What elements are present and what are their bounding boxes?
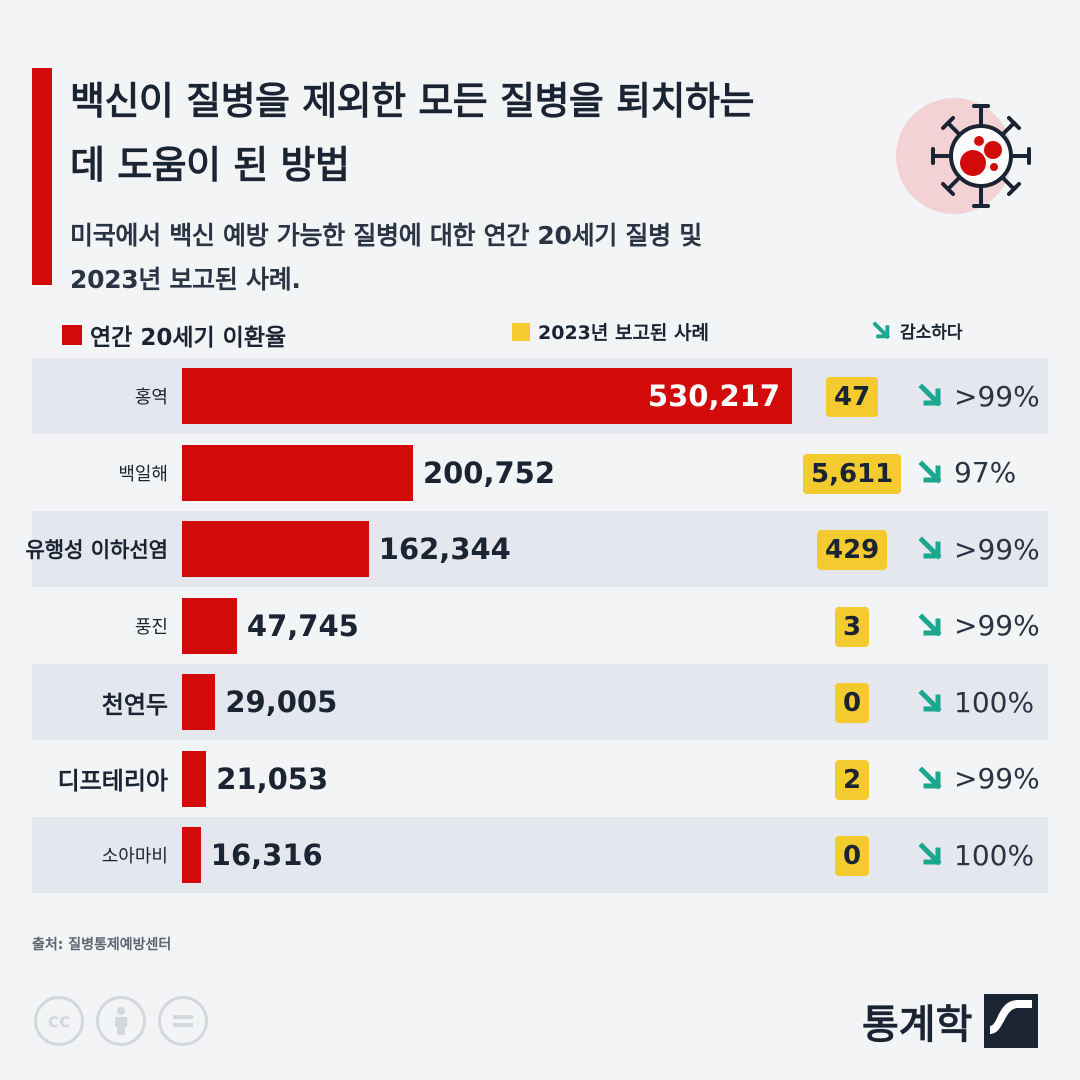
category-label: 소아마비 [101,846,168,867]
page-title-line-1: 백신이 질병을 제외한 모든 질병을 퇴치하는 [70,79,754,123]
decrease-value: >99% [954,609,1040,642]
legend-annual-label: 연간 20세기 이환율 [90,325,287,351]
virus-icon [896,96,1046,216]
legend-reported-swatch [512,322,530,341]
reported-cases-badge: 0 [835,836,870,876]
down-right-arrow-icon [918,689,942,713]
down-right-arrow-icon [918,459,942,484]
chart-row: 유행성 이하선염 162,344 429 >99% [25,511,1048,587]
down-right-arrow-icon [918,612,942,637]
decrease-indicator: >99% [918,741,1040,817]
annual-morbidity-bar [182,597,237,654]
decrease-indicator: 97% [918,435,1016,511]
category-label: 유행성 이하선염 [25,538,168,562]
annual-morbidity-value: 21,053 [216,761,329,796]
attribution-icon [96,996,146,1046]
chart-row: 천연두 29,005 0 100% [32,664,1048,740]
category-label: 백일해 [118,463,168,485]
category-label: 천연두 [101,690,168,719]
down-right-arrow-icon [872,320,891,339]
annual-morbidity-bar [182,750,207,807]
category-label: 풍진 [134,616,168,638]
legend-reported-label: 2023년 보고된 사례 [538,322,709,344]
decrease-indicator: >99% [918,358,1040,434]
annual-morbidity-bar [182,674,216,730]
cc-icon: cc [34,996,84,1046]
reported-cases-badge: 47 [826,377,879,417]
legend-decrease: 감소하다 [872,318,963,343]
source-note: 출처: 질병통제예방센터 [32,937,172,953]
decrease-value: >99% [954,532,1040,566]
annual-morbidity-value: 530,217 [647,379,780,413]
legend-reported: 2023년 보고된 사례 [512,318,709,345]
brand-name: 통계학 [862,1002,973,1048]
reported-cases-badge: 429 [817,530,888,570]
decrease-value: 100% [954,685,1035,719]
brand: 통계학 [862,992,1039,1050]
decrease-indicator: >99% [918,588,1040,664]
down-right-arrow-icon [918,536,942,560]
annual-morbidity-bar [182,368,792,424]
subtitle-line-1: 미국에서 백신 예방 가능한 질병에 대한 연간 20세기 질병 및 [70,221,702,250]
reported-cases-badge: 5,611 [803,453,902,494]
annual-morbidity-value: 47,745 [246,608,359,643]
chart-row: 홍역 530,217 47 >99% [32,358,1048,434]
subtitle-line-2: 2023년 보고된 사례. [70,265,301,294]
category-label: 홍역 [134,387,168,408]
chart-row: 소아마비 16,316 0 100% [32,817,1048,893]
page-title-line-2: 데 도움이 된 방법 [70,143,350,187]
brand-logo-icon [984,994,1039,1048]
annual-morbidity-value: 162,344 [378,532,511,566]
no-derivatives-icon [158,996,208,1046]
legend-decrease-label: 감소하다 [900,323,963,343]
reported-cases-badge: 3 [835,606,870,647]
category-label: 디프테리아 [57,767,168,795]
down-right-arrow-icon [918,383,942,407]
chart-row: 디프테리아 21,053 2 >99% [32,741,1048,817]
license-icons: cc [34,996,208,1046]
decrease-value: >99% [954,762,1040,795]
title-accent-bar [32,68,52,285]
reported-cases-badge: 0 [835,683,870,723]
decrease-value: >99% [954,379,1040,413]
decrease-indicator: 100% [918,664,1034,740]
decrease-value: 100% [954,838,1035,872]
chart-row: 백일해 200,752 5,611 97% [32,435,1048,511]
chart-row: 풍진 47,745 3 >99% [32,588,1048,664]
annual-morbidity-bar [182,827,201,883]
annual-morbidity-value: 200,752 [422,455,556,490]
annual-morbidity-bar [182,444,413,501]
legend-annual: 연간 20세기 이환율 [62,318,286,352]
decrease-value: 97% [954,456,1017,489]
down-right-arrow-icon [918,765,942,790]
decrease-indicator: 100% [918,817,1034,893]
legend-annual-swatch [62,325,82,345]
reported-cases-badge: 2 [835,759,870,800]
annual-morbidity-bar [182,521,369,577]
annual-morbidity-value: 29,005 [225,685,338,719]
decrease-indicator: >99% [918,511,1040,587]
annual-morbidity-value: 16,316 [210,838,323,872]
down-right-arrow-icon [918,842,942,866]
